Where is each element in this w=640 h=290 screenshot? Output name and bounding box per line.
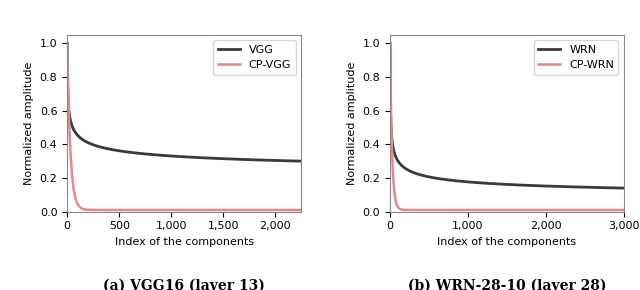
VGG — [63, 41, 71, 45]
CP-VGG — [177, 208, 185, 212]
VGG — [264, 159, 272, 162]
WRN — [590, 186, 598, 189]
Legend: WRN, CP-WRN: WRN, CP-WRN — [534, 40, 618, 75]
Y-axis label: Normalized amplitude: Normalized amplitude — [24, 61, 34, 185]
CP-WRN — [476, 208, 484, 212]
WRN — [616, 186, 623, 190]
CP-VGG — [193, 208, 201, 212]
VGG — [232, 157, 240, 161]
Line: CP-WRN: CP-WRN — [390, 43, 624, 210]
CP-WRN — [413, 208, 420, 212]
Text: (b) WRN-28-10 (layer 28): (b) WRN-28-10 (layer 28) — [408, 279, 606, 290]
WRN — [427, 175, 435, 179]
VGG — [265, 159, 273, 162]
WRN — [486, 182, 493, 185]
CP-VGG — [196, 208, 204, 212]
WRN — [413, 172, 420, 175]
VGG — [259, 158, 267, 162]
WRN — [386, 41, 394, 45]
CP-WRN — [386, 41, 394, 45]
CP-WRN — [590, 208, 598, 212]
CP-WRN — [616, 208, 623, 212]
CP-WRN — [467, 208, 475, 212]
CP-VGG — [265, 208, 273, 212]
Line: CP-VGG: CP-VGG — [67, 43, 301, 210]
CP-VGG — [297, 208, 305, 212]
Line: VGG: VGG — [67, 43, 301, 161]
Text: (a) VGG16 (layer 13): (a) VGG16 (layer 13) — [103, 279, 265, 290]
WRN — [620, 186, 628, 190]
VGG — [196, 156, 204, 160]
Line: WRN: WRN — [390, 43, 624, 188]
Y-axis label: Normalized amplitude: Normalized amplitude — [347, 61, 357, 185]
VGG — [177, 155, 185, 158]
Legend: VGG, CP-VGG: VGG, CP-VGG — [213, 40, 296, 75]
CP-WRN — [620, 208, 628, 212]
CP-VGG — [232, 208, 240, 212]
X-axis label: Index of the components: Index of the components — [115, 237, 253, 247]
WRN — [476, 181, 484, 184]
CP-VGG — [265, 208, 273, 212]
CP-WRN — [486, 208, 494, 212]
CP-WRN — [427, 208, 435, 212]
VGG — [297, 160, 305, 163]
X-axis label: Index of the components: Index of the components — [438, 237, 577, 247]
CP-VGG — [63, 41, 71, 45]
CP-VGG — [259, 208, 267, 212]
